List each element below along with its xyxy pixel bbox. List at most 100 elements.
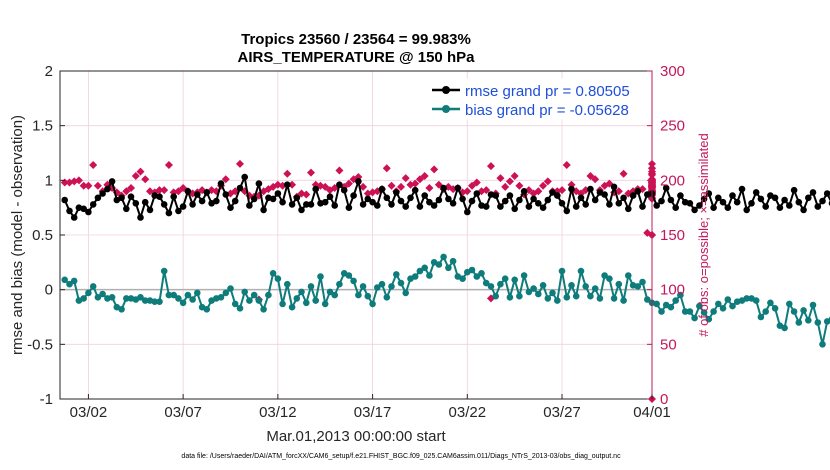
rmse-point [696,202,703,209]
rmse-point [535,200,542,207]
rmse-point [525,203,533,210]
obs-possible-marker [505,177,514,186]
rmse-point [800,206,807,214]
bias-point [85,289,92,297]
bias-point [558,267,566,275]
rmse-point [307,201,315,208]
bias-point [554,297,561,304]
rmse-point [572,203,580,210]
bias-point [440,253,447,261]
obs-possible-marker [486,162,495,171]
rmse-point [411,186,419,194]
rmse-point [179,203,187,210]
rmse-point [137,214,144,221]
bias-point [378,280,386,288]
rmse-point [331,202,339,209]
rmse-point [118,194,125,202]
y2-tick-label: 300 [660,63,685,80]
obs-possible-marker [543,177,552,186]
bias-point [279,300,286,308]
obs-possible-marker [155,186,164,195]
rmse-point [241,173,248,181]
obs-possible-marker [430,165,439,174]
rmse-point [823,190,830,197]
bias-point [203,306,211,313]
bias-point [89,283,97,290]
obs-possible-marker [382,164,391,173]
bias-point [66,280,73,288]
bias-point [606,275,613,283]
chart-title: Tropics 23560 / 23564 = 99.983% [241,31,471,48]
y2-tick-label: 50 [660,336,677,353]
bias-point [160,267,168,275]
bias-point [809,301,817,309]
obs-possible-marker [174,187,183,196]
bias-point [563,294,571,301]
legend-box [427,78,647,120]
bias-point [771,305,779,312]
bias-point [227,285,234,292]
x-tick-label: 03/22 [449,404,487,421]
y-tick-label: -1 [40,391,53,408]
rmse-point [378,185,386,193]
bias-point [596,295,604,302]
rmse-point [719,198,727,206]
rmse-point [776,204,784,211]
bias-point [819,341,826,348]
bias-point [672,297,679,304]
rmse-point [497,203,504,210]
bias-point [241,288,248,296]
bias-point [544,295,552,302]
obs-possible-marker [235,159,244,168]
obs-possible-marker [127,183,136,192]
bias-point [170,291,177,299]
obs-possible-marker [401,174,410,183]
rmse-point [260,206,267,214]
obs-possible-marker [344,179,353,188]
rmse-point [350,192,357,199]
rmse-point [634,188,642,195]
bias-point [288,303,296,311]
y-tick-label: 1 [45,172,53,189]
rmse-point [743,206,750,214]
rmse-point [729,192,736,199]
rmse-point [501,197,509,205]
obs-possible-marker [131,171,140,180]
bias-point [653,300,660,308]
bias-point [175,295,182,302]
obs-possible-marker [591,175,600,184]
rmse-point [724,204,732,211]
rmse-point [762,203,769,210]
bias-point [677,291,684,299]
bias-point [795,319,803,326]
rmse-point [435,196,443,204]
bias-point [790,308,798,315]
rmse-point [606,201,613,208]
rmse-point [298,206,305,214]
rmse-point [89,201,97,208]
rmse-point [440,184,447,192]
rmse-point [445,195,452,203]
x-axis-label: Mar.01,2013 00:00:00 start [266,428,446,445]
bias-point [511,276,518,284]
rmse-point [544,196,552,204]
bias-point [497,280,504,288]
rmse-point [369,198,376,206]
rmse-point [393,189,400,196]
rmse-point [738,185,746,193]
rmse-point [160,201,168,208]
obs-possible-marker [160,186,169,195]
bias-point [312,297,320,304]
obs-possible-marker [411,179,420,188]
rmse-point [795,198,803,206]
bias-point [298,288,305,296]
y2-tick-label: 100 [660,282,685,299]
bias-point [577,267,585,275]
bias-point [194,289,201,297]
bias-point [814,319,822,326]
rmse-point [156,193,163,200]
rmse-point [511,205,518,213]
bias-point [331,291,339,299]
bias-point [383,294,391,301]
